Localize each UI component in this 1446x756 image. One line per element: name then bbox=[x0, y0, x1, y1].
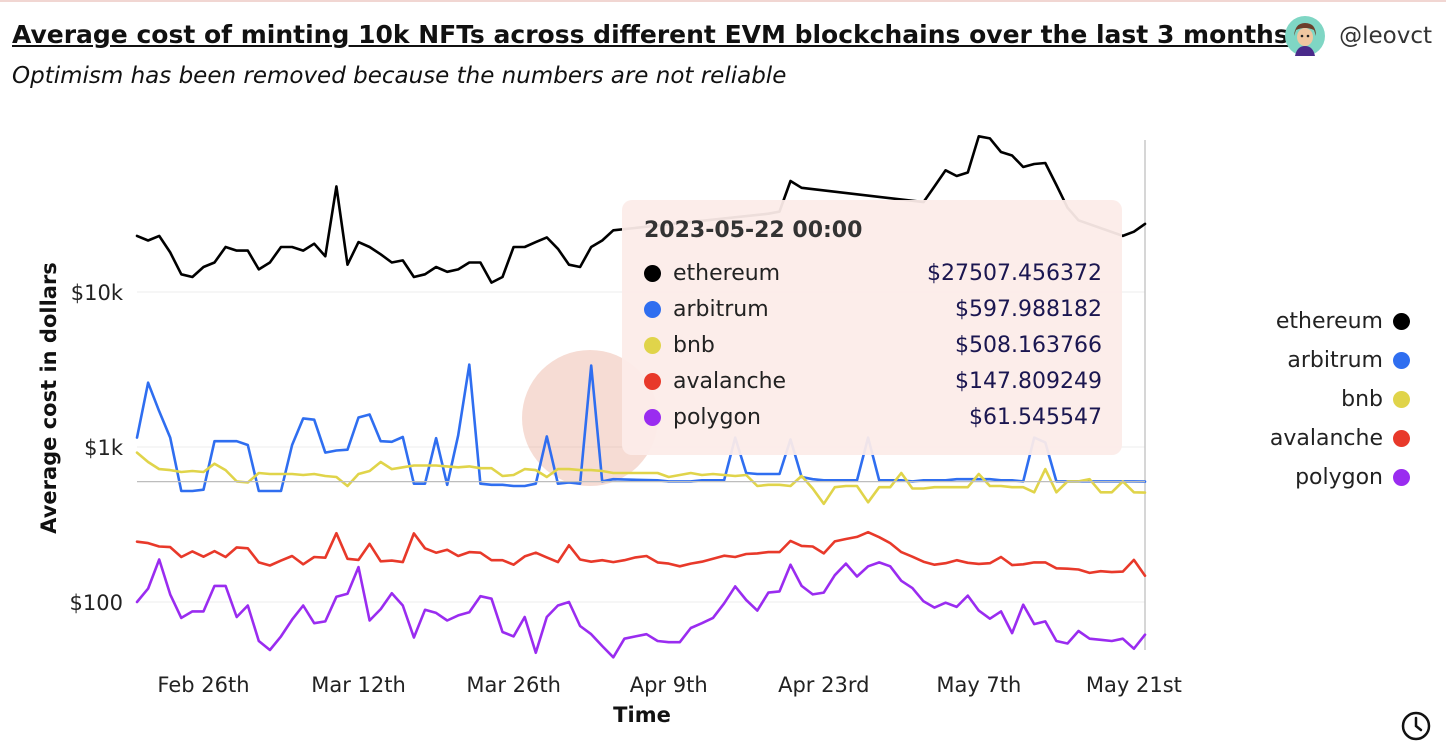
tooltip-series-name: avalanche bbox=[673, 368, 787, 394]
series-line-polygon bbox=[135, 558, 1147, 659]
tooltip-dot-ethereum bbox=[644, 264, 661, 282]
legend-label: ethereum bbox=[1275, 309, 1383, 334]
tooltip-dot-arbitrum bbox=[644, 300, 661, 318]
tooltip-series-value: $61.545547 bbox=[969, 404, 1102, 430]
x-tick-label: May 21st bbox=[1086, 673, 1182, 697]
legend-dot bbox=[1393, 469, 1410, 486]
author-handle[interactable]: @leovct bbox=[1339, 23, 1432, 49]
tooltip-series-name: arbitrum bbox=[673, 296, 769, 322]
tooltip-dot-avalanche bbox=[644, 372, 661, 390]
tooltip-series-name: polygon bbox=[673, 404, 761, 430]
legend-item-ethereum[interactable]: ethereum bbox=[1270, 302, 1410, 341]
y-axis-title: Average cost in dollars bbox=[37, 262, 61, 534]
series-line-avalanche bbox=[135, 530, 1147, 578]
legend-label: avalanche bbox=[1269, 426, 1383, 451]
clock-icon[interactable] bbox=[1400, 710, 1432, 742]
tooltip-dot-bnb bbox=[644, 336, 661, 354]
legend-item-arbitrum[interactable]: arbitrum bbox=[1270, 341, 1410, 380]
legend-label: bnb bbox=[1341, 387, 1383, 412]
legend-item-avalanche[interactable]: avalanche bbox=[1270, 419, 1410, 458]
series-line-ethereum bbox=[135, 135, 1147, 284]
x-tick-label: Mar 12th bbox=[311, 673, 406, 697]
tooltip-row-arbitrum: arbitrum $597.988182 bbox=[644, 291, 1102, 327]
chart-title: Average cost of minting 10k NFTs across … bbox=[12, 20, 1289, 49]
x-tick-label: Apr 23rd bbox=[778, 673, 869, 697]
author-badge[interactable]: @leovct bbox=[1285, 16, 1432, 56]
y-tick-label: $100 bbox=[70, 591, 123, 615]
x-tick-label: Feb 26th bbox=[157, 673, 249, 697]
tooltip-series-name: bnb bbox=[673, 332, 715, 358]
tooltip-row-avalanche: avalanche $147.809249 bbox=[644, 363, 1102, 399]
chart-subtitle: Optimism has been removed because the nu… bbox=[12, 63, 787, 89]
legend-dot bbox=[1393, 313, 1410, 330]
tooltip-row-bnb: bnb $508.163766 bbox=[644, 327, 1102, 363]
avatar-illustration bbox=[1285, 16, 1326, 56]
tooltip-series-value: $597.988182 bbox=[955, 296, 1102, 322]
tooltip-series-value: $508.163766 bbox=[955, 332, 1102, 358]
tooltip-dot-polygon bbox=[644, 408, 661, 426]
tooltip-date: 2023-05-22 00:00 bbox=[644, 218, 863, 243]
chart-legend: ethereum arbitrum bnb avalanche polygon bbox=[1270, 302, 1410, 497]
legend-dot bbox=[1393, 391, 1410, 408]
x-tick-label: May 7th bbox=[936, 673, 1021, 697]
x-tick-label: Apr 9th bbox=[630, 673, 708, 697]
top-border bbox=[0, 0, 1446, 2]
legend-item-bnb[interactable]: bnb bbox=[1270, 380, 1410, 419]
legend-label: arbitrum bbox=[1287, 348, 1383, 373]
tooltip-row-polygon: polygon $61.545547 bbox=[644, 399, 1102, 435]
legend-dot bbox=[1393, 352, 1410, 369]
hover-tooltip: 2023-05-22 00:00 ethereum $27507.456372 … bbox=[622, 200, 1122, 455]
legend-item-polygon[interactable]: polygon bbox=[1270, 458, 1410, 497]
legend-label: polygon bbox=[1295, 465, 1383, 490]
series-line-bnb bbox=[135, 451, 1147, 506]
tooltip-series-name: ethereum bbox=[673, 260, 781, 286]
legend-dot bbox=[1393, 430, 1410, 447]
tooltip-series-value: $147.809249 bbox=[955, 368, 1102, 394]
x-axis-title: Time bbox=[613, 703, 671, 727]
tooltip-row-ethereum: ethereum $27507.456372 bbox=[644, 255, 1102, 291]
y-tick-label: $10k bbox=[71, 281, 124, 305]
tooltip-series-value: $27507.456372 bbox=[927, 260, 1102, 286]
y-tick-label: $1k bbox=[84, 436, 124, 460]
x-tick-label: Mar 26th bbox=[466, 673, 561, 697]
